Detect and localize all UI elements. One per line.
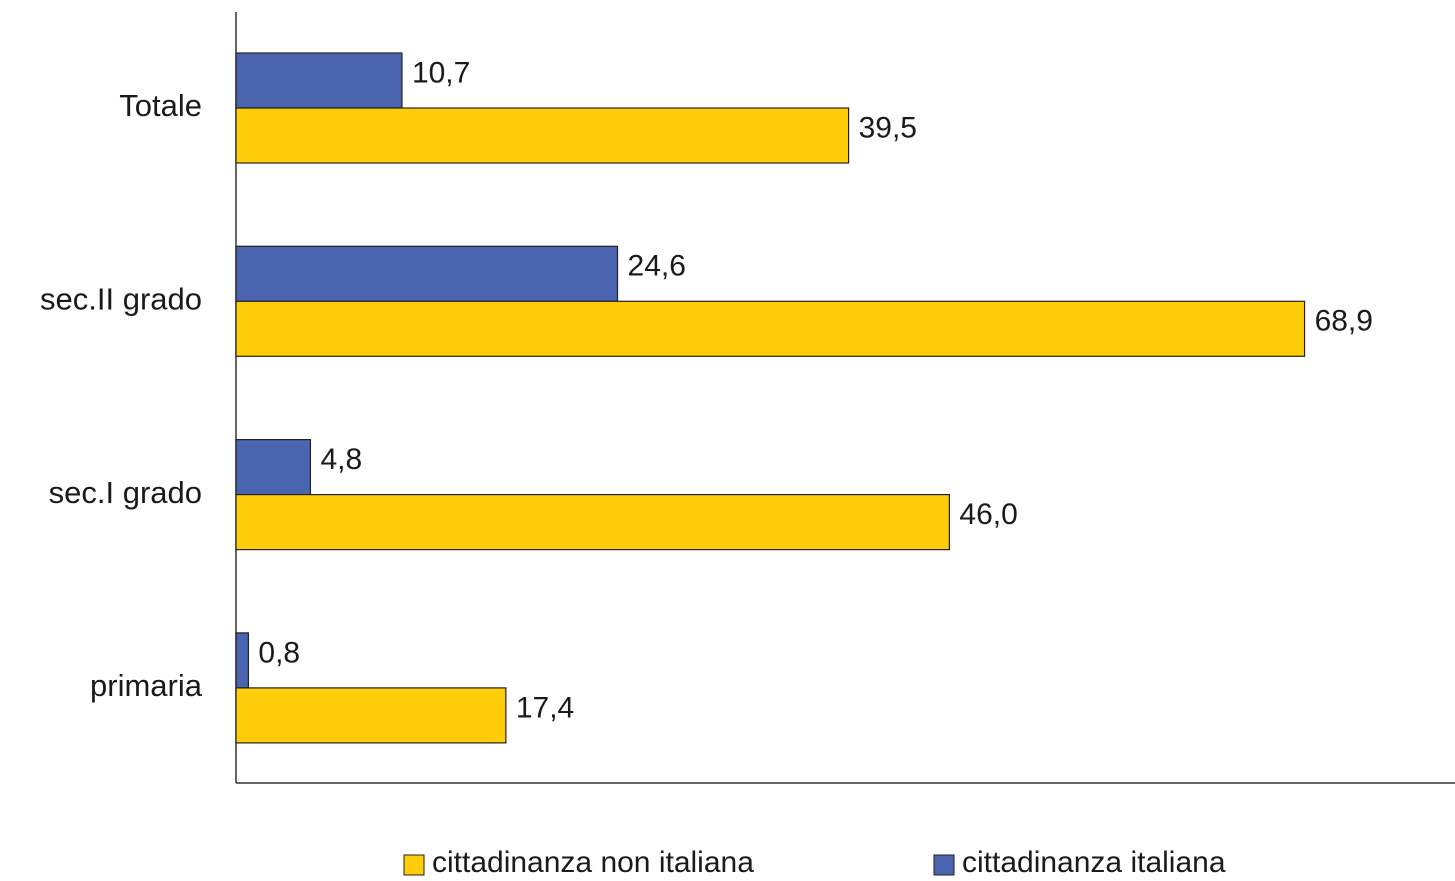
data-label: 68,9	[1315, 305, 1373, 338]
data-label: 24,6	[628, 250, 686, 283]
bar	[235, 494, 951, 551]
bar	[235, 439, 312, 496]
legend-label: cittadinanza non italiana	[432, 846, 754, 879]
y-tick-label: sec.II grado	[40, 281, 202, 316]
bar	[235, 52, 403, 109]
bar	[235, 687, 507, 744]
legend-swatch	[933, 854, 955, 876]
bar	[235, 107, 850, 164]
bar	[235, 632, 250, 689]
bar	[235, 300, 1306, 357]
legend-label: cittadinanza italiana	[962, 846, 1226, 879]
y-tick-label: sec.I grado	[49, 475, 202, 510]
data-label: 4,8	[320, 443, 362, 476]
legend-swatch	[403, 854, 425, 876]
data-label: 46,0	[959, 498, 1017, 531]
data-label: 10,7	[412, 56, 470, 89]
data-label: 0,8	[258, 636, 300, 669]
y-tick-label: Totale	[119, 88, 202, 123]
y-tick-label: primaria	[90, 668, 203, 703]
data-label: 17,4	[516, 691, 574, 724]
data-label: 39,5	[859, 111, 917, 144]
bar	[235, 245, 619, 302]
